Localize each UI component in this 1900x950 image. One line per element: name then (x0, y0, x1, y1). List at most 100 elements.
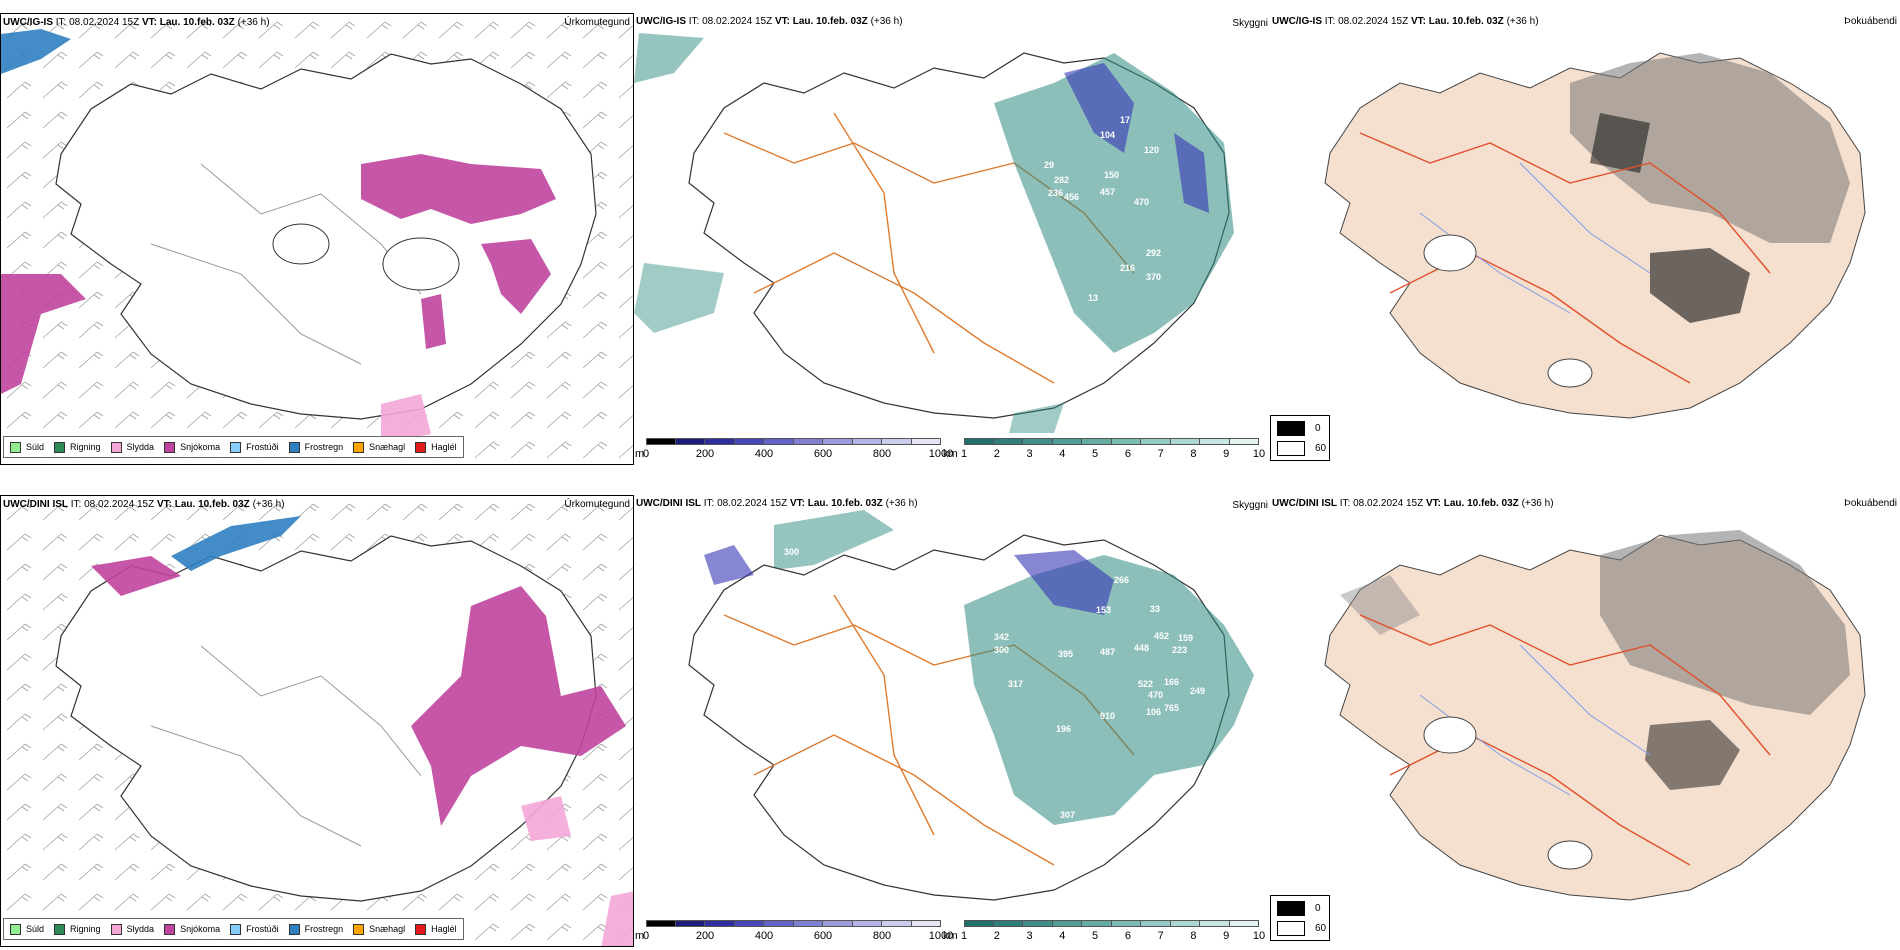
svg-text:457: 457 (1100, 187, 1115, 197)
svg-text:470: 470 (1134, 197, 1149, 207)
colorbar-segment (675, 438, 705, 445)
colorbar-segment (764, 920, 794, 927)
svg-text:104: 104 (1100, 130, 1115, 140)
colorbar-segment (1141, 920, 1171, 927)
colorbar-segment (646, 920, 676, 927)
legend-item: Haglél (415, 441, 457, 453)
svg-text:17: 17 (1120, 115, 1130, 125)
fog-map-top (1324, 52, 1866, 419)
visibility-labels-bottom: 300 266 153 33 342 300 395 487 448 452 1… (784, 547, 1205, 820)
visibility-panel-bottom: 300 266 153 33 342 300 395 487 448 452 1… (634, 495, 1270, 947)
visibility-panel-top: 684 104 17 120 29 282 150 424 236 456 45… (634, 13, 1270, 465)
visibility-title-bottom: Skyggni (1232, 500, 1268, 511)
colorbar-segment (823, 438, 853, 445)
colorbar-tick-label: 600 (813, 448, 833, 460)
snow-area-1 (91, 556, 181, 596)
colorbar-segment (1111, 438, 1141, 445)
precip-header-top: UWC/IG-IS IT: 08.02.2024 15Z VT: Lau. 10… (3, 17, 270, 28)
svg-text:522: 522 (1138, 679, 1153, 689)
cloud-base-colorbar-bottom (646, 920, 941, 927)
fog-title-bottom: Þokuábendi (1844, 498, 1897, 509)
svg-text:684: 684 (1062, 42, 1077, 52)
colorbar-segment (705, 920, 735, 927)
colorbar-tick-label: 1000 (928, 930, 954, 942)
colorbar-tick-label: 0 (642, 930, 650, 942)
colorbar-tick-label: 8 (1190, 930, 1197, 942)
freezing-rain-area (171, 516, 301, 571)
colorbar-tick-label: 9 (1223, 930, 1230, 942)
colorbar-segment (964, 920, 994, 927)
colorbar-tick-label: 9 (1223, 448, 1230, 460)
fog-panel-top: UWC/IG-IS IT: 08.02.2024 15Z VT: Lau. 10… (1270, 13, 1900, 465)
model-name: UWC/IG-IS (636, 16, 686, 27)
colorbar-segment (852, 438, 882, 445)
visibility-map-bottom: 300 266 153 33 342 300 395 487 448 452 1… (688, 510, 1254, 901)
fog-area-3 (1340, 575, 1420, 635)
fog-area-2 (1645, 720, 1740, 790)
colorbar-segment (793, 920, 823, 927)
svg-text:13: 13 (1088, 293, 1098, 303)
model-name: UWC/DINI ISL (3, 499, 68, 510)
colorbar-segment (734, 438, 764, 445)
svg-text:342: 342 (994, 632, 1009, 642)
colorbar-tick-label: 6 (1124, 448, 1131, 460)
colorbar-tick-label: 1 (960, 930, 968, 942)
cloud-base-area (704, 545, 1114, 615)
snow-area-2 (411, 586, 626, 826)
sleet-area (521, 796, 633, 946)
svg-text:249: 249 (1190, 686, 1205, 696)
svg-text:424: 424 (996, 175, 1011, 185)
svg-text:452: 452 (1154, 631, 1169, 641)
colorbar-tick-label: 7 (1157, 930, 1164, 942)
colorbar-segment (705, 438, 735, 445)
svg-text:106: 106 (1146, 707, 1161, 717)
precip-type-panel-bottom: UWC/DINI ISL IT: 08.02.2024 15Z VT: Lau.… (0, 495, 634, 947)
legend-item: Súld (10, 441, 44, 453)
fog-title-top: Þokuábendi (1844, 16, 1897, 27)
colorbar-segment (1111, 920, 1141, 927)
visibility-title-top: Skyggni (1232, 18, 1268, 29)
svg-text:159: 159 (1178, 633, 1193, 643)
svg-text:317: 317 (1008, 679, 1023, 689)
colorbar-tick-label: 1 (960, 448, 968, 460)
colorbar-segment (1141, 438, 1171, 445)
fog-panel-bottom: UWC/DINI ISL IT: 08.02.2024 15Z VT: Lau.… (1270, 495, 1900, 947)
svg-text:300: 300 (994, 645, 1009, 655)
colorbar-tick-label: 3 (1026, 448, 1033, 460)
visibility-header-top: UWC/IG-IS IT: 08.02.2024 15Z VT: Lau. 10… (636, 16, 903, 27)
precip-map-bottom (1, 496, 633, 946)
model-name: UWC/DINI ISL (636, 498, 701, 509)
colorbar-tick-label: 1000 (928, 448, 954, 460)
svg-text:487: 487 (1100, 647, 1115, 657)
svg-text:370: 370 (1146, 272, 1161, 282)
vt-label: VT: (141, 17, 157, 28)
snow-area-2 (481, 239, 551, 314)
freezing-rain-area (1, 29, 71, 74)
svg-text:126: 126 (1064, 325, 1079, 335)
colorbar-segment (882, 920, 912, 927)
precip-legend-bottom: Súld Rigning Slydda Snjókoma Frostúði Fr… (3, 918, 464, 940)
it-label: IT: (55, 17, 67, 28)
colorbar-tick-label: 8 (1190, 448, 1197, 460)
cloud-base-unit: m (635, 448, 645, 460)
colorbar-tick-label: 200 (695, 930, 715, 942)
svg-text:300: 300 (784, 547, 799, 557)
colorbar-segment (911, 920, 941, 927)
svg-text:240: 240 (1014, 263, 1029, 273)
colorbar-segment (734, 920, 764, 927)
colorbar-segment (1200, 920, 1230, 927)
legend-item: Rigning (54, 441, 101, 453)
lead-time: (+36 h) (237, 17, 270, 28)
colorbar-tick-label: 2 (993, 448, 1000, 460)
legend-item: Snæhagl (353, 923, 405, 935)
sleet-area (381, 394, 431, 444)
svg-text:223: 223 (1172, 645, 1187, 655)
colorbar-tick-label: 0 (642, 448, 650, 460)
svg-text:910: 910 (1100, 711, 1115, 721)
colorbar-segment (1170, 920, 1200, 927)
colorbar-tick-label: 4 (1059, 448, 1066, 460)
fog-area-1 (1600, 530, 1850, 715)
visibility-header-bottom: UWC/DINI ISL IT: 08.02.2024 15Z VT: Lau.… (636, 498, 918, 509)
legend-item: Frostúði (230, 923, 279, 935)
low-visibility-area (994, 53, 1234, 353)
